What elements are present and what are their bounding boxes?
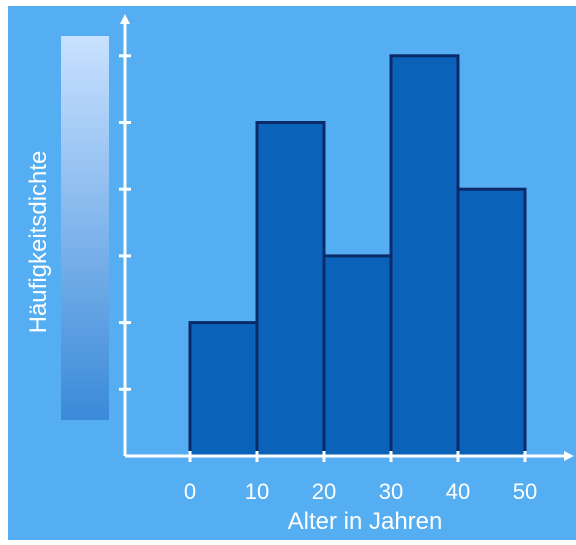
x-axis-title: Alter in Jahren xyxy=(288,508,443,535)
x-tick-label: 30 xyxy=(379,479,403,504)
chart-area: Häufigkeitsdichte 0 10 20 30 40 50 Alter in J… xyxy=(8,6,576,540)
histogram-chart: Häufigkeitsdichte 0 10 20 30 40 50 Alter in J… xyxy=(25,14,574,535)
histogram-bar-40-50 xyxy=(456,187,527,458)
x-tick-label: 20 xyxy=(312,479,336,504)
histogram-bar-10-20 xyxy=(255,121,326,458)
x-tick-label: 0 xyxy=(184,479,196,504)
x-tick-label: 10 xyxy=(245,479,269,504)
y-axis-arrow xyxy=(120,14,130,24)
histogram-bar-20-30 xyxy=(322,254,393,458)
x-tick-label: 50 xyxy=(513,479,537,504)
x-tick-label: 40 xyxy=(446,479,470,504)
histogram-bar-0-10 xyxy=(188,321,259,458)
y-axis-title: Häufigkeitsdichte xyxy=(25,151,52,334)
y-axis-label-panel xyxy=(61,36,109,420)
x-axis-arrow xyxy=(564,451,574,461)
histogram-bar-30-40 xyxy=(389,54,460,458)
